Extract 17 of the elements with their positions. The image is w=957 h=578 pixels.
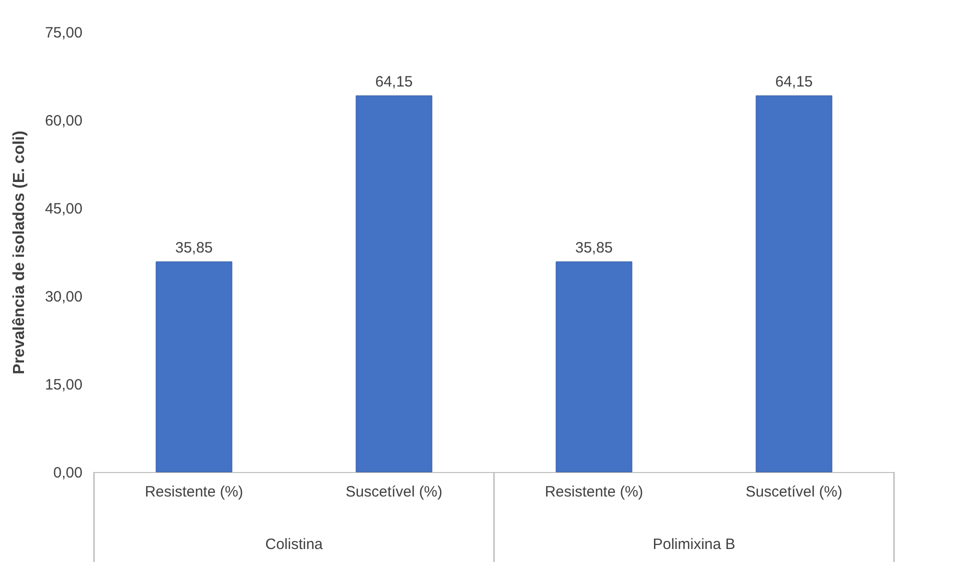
x-tick-label: Resistente (%) [544,484,644,500]
y-axis-title: Prevalência de isolados (E. coli) [10,130,28,374]
x-tick-label: Resistente (%) [144,484,244,500]
data-label: 64,15 [775,74,813,91]
x-tick-label: Suscetível (%) [746,484,842,500]
data-label: 35,85 [175,240,213,257]
y-tick-label: 15,00 [44,376,82,394]
y-tick-label: 60,00 [44,112,82,130]
y-tick-label: 30,00 [44,288,82,306]
data-label: 35,85 [575,240,613,257]
y-tick-label: 0,00 [53,464,82,482]
x-tick-label: Suscetível (%) [346,484,442,500]
y-tick-label: 75,00 [44,24,82,42]
text: Colistina [265,536,324,553]
text: Polimixina B [652,536,736,553]
y-tick-label: 45,00 [44,200,82,218]
data-label: 64,15 [375,74,413,91]
